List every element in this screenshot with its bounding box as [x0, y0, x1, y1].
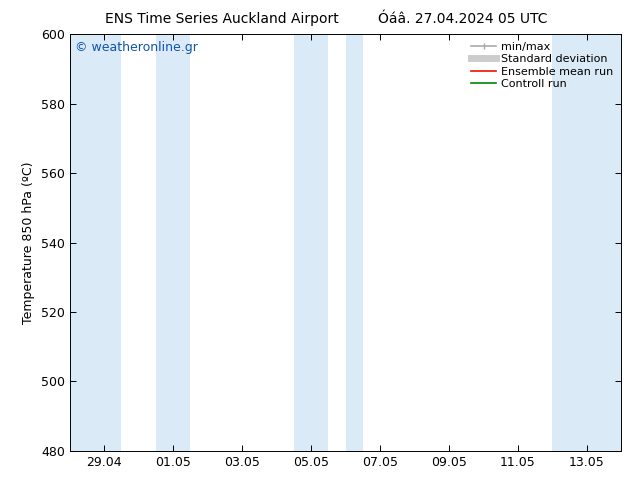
Text: © weatheronline.gr: © weatheronline.gr	[75, 41, 198, 53]
Bar	[70, 34, 122, 451]
Bar	[552, 34, 621, 451]
Text: Óáâ. 27.04.2024 05 UTC: Óáâ. 27.04.2024 05 UTC	[378, 12, 548, 26]
Legend: min/max, Standard deviation, Ensemble mean run, Controll run: min/max, Standard deviation, Ensemble me…	[468, 39, 617, 92]
Bar	[346, 34, 363, 451]
Bar	[156, 34, 190, 451]
Y-axis label: Temperature 850 hPa (ºC): Temperature 850 hPa (ºC)	[22, 161, 36, 324]
Bar	[294, 34, 328, 451]
Text: ENS Time Series Auckland Airport: ENS Time Series Auckland Airport	[105, 12, 339, 26]
